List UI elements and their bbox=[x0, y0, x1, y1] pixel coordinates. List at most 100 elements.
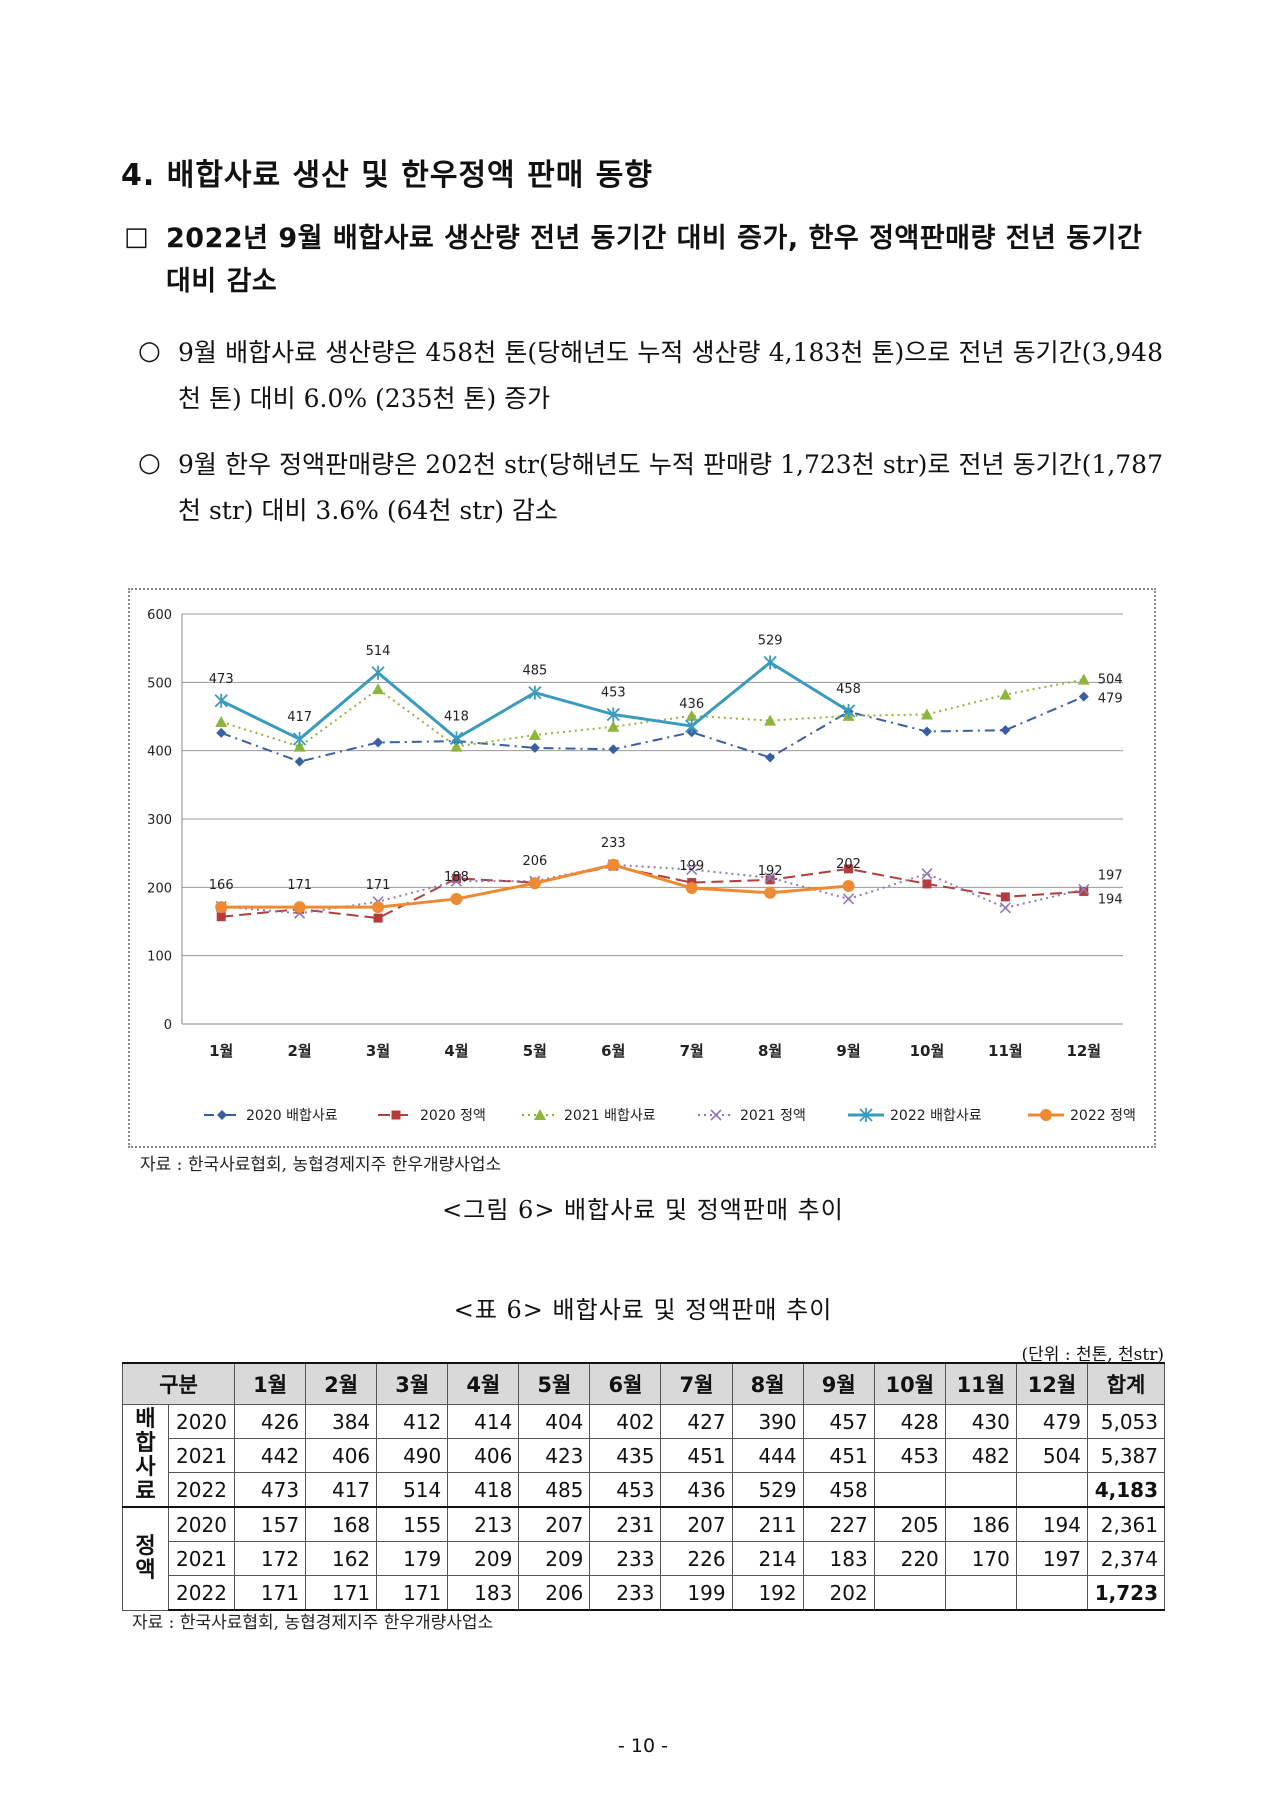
value-cell: 179 bbox=[376, 1541, 449, 1576]
value-cell: 490 bbox=[376, 1438, 449, 1473]
x-tick-label: 11월 bbox=[988, 1042, 1023, 1060]
value-cell: 199 bbox=[660, 1575, 733, 1611]
value-cell: 404 bbox=[518, 1404, 591, 1439]
x-tick-label: 3월 bbox=[366, 1042, 390, 1060]
value-cell: 504 bbox=[1015, 1438, 1089, 1473]
value-cell: 390 bbox=[731, 1404, 804, 1439]
value-cell: 183 bbox=[447, 1575, 520, 1611]
bullet-text-1: 9월 배합사료 생산량은 458천 톤(당해년도 누적 생산량 4,183천 톤… bbox=[178, 338, 1163, 413]
value-cell: 183 bbox=[802, 1541, 875, 1576]
page-number: - 10 - bbox=[618, 1735, 668, 1757]
data-label: 479 bbox=[1098, 692, 1123, 707]
data-point bbox=[528, 877, 541, 890]
data-point bbox=[450, 875, 463, 887]
total-cell: 2,374 bbox=[1087, 1541, 1165, 1576]
value-cell: 186 bbox=[944, 1506, 1017, 1542]
legend-entry: 2020 배합사료 bbox=[246, 1108, 338, 1124]
data-label: 233 bbox=[601, 836, 626, 851]
value-cell: 529 bbox=[731, 1472, 804, 1508]
line-chart: 0 100 200 300 400 500 600 1월 2월 3월 4월 5월 6월 7월 8월 9월 10월… bbox=[147, 608, 1136, 1124]
value-cell: 209 bbox=[518, 1541, 591, 1576]
data-label: 514 bbox=[366, 644, 391, 659]
value-cell: 171 bbox=[234, 1575, 307, 1611]
value-cell: 427 bbox=[660, 1404, 733, 1439]
data-point bbox=[372, 901, 385, 914]
value-cell: 458 bbox=[802, 1472, 875, 1508]
data-label: 188 bbox=[444, 870, 469, 885]
y-tick-label: 0 bbox=[164, 1018, 172, 1033]
value-cell: 213 bbox=[447, 1506, 520, 1542]
value-cell: 402 bbox=[589, 1404, 662, 1439]
x-tick-label: 5월 bbox=[523, 1042, 547, 1060]
value-cell bbox=[944, 1472, 1017, 1508]
data-label: 206 bbox=[522, 854, 547, 869]
table-row: 2021 172 162 179 209 209 233 226 214 183 220 170 197… bbox=[123, 1541, 1165, 1576]
data-point bbox=[922, 879, 932, 889]
total-cell: 1,723 bbox=[1087, 1575, 1165, 1611]
header-cell: 9월 bbox=[802, 1362, 875, 1405]
series-line bbox=[221, 863, 1085, 915]
table-header-row: 구분 1월 2월 3월 4월 5월 6월 7월 8월 9월 10월 11월 12월 합계 bbox=[121, 1362, 1165, 1405]
legend-marker bbox=[859, 1108, 873, 1122]
section-heading: 4. 배합사료 생산 및 한우정액 판매 동향 bbox=[121, 158, 653, 193]
x-tick-label: 4월 bbox=[444, 1042, 468, 1060]
header-cell: 11월 bbox=[944, 1362, 1017, 1405]
data-point bbox=[215, 901, 228, 914]
data-point bbox=[529, 742, 540, 753]
value-cell: 482 bbox=[944, 1438, 1017, 1473]
x-tick-label: 12월 bbox=[1066, 1042, 1101, 1060]
data-label: 529 bbox=[758, 634, 783, 649]
table-caption: <표 6> 배합사료 및 정액판매 추이 bbox=[453, 1296, 833, 1324]
data-point bbox=[1000, 725, 1011, 736]
data-point bbox=[842, 879, 855, 892]
value-cell bbox=[873, 1472, 946, 1508]
y-tick-label: 300 bbox=[147, 813, 172, 828]
year-cell: 2022 bbox=[167, 1575, 236, 1611]
header-cell: 12월 bbox=[1015, 1362, 1089, 1405]
value-cell: 435 bbox=[589, 1438, 662, 1473]
data-point bbox=[292, 732, 307, 747]
year-cell: 2022 bbox=[167, 1472, 236, 1508]
header-cell: 1월 bbox=[234, 1362, 307, 1405]
value-cell bbox=[873, 1575, 946, 1611]
x-tick-label: 7월 bbox=[680, 1042, 704, 1060]
data-point bbox=[449, 731, 464, 746]
data-point bbox=[1077, 673, 1090, 685]
value-cell: 451 bbox=[802, 1438, 875, 1473]
value-cell: 155 bbox=[376, 1506, 449, 1542]
value-cell: 171 bbox=[376, 1575, 449, 1611]
header-cell: 3월 bbox=[376, 1362, 449, 1405]
data-point bbox=[686, 864, 698, 876]
value-cell: 211 bbox=[731, 1506, 804, 1542]
total-cell: 5,387 bbox=[1087, 1438, 1165, 1473]
data-point bbox=[293, 901, 306, 914]
data-label: 197 bbox=[1098, 868, 1123, 883]
value-cell: 207 bbox=[660, 1506, 733, 1542]
legend-entry: 2020 정액 bbox=[420, 1108, 486, 1124]
x-tick-label: 2월 bbox=[288, 1042, 312, 1060]
value-cell: 233 bbox=[589, 1541, 662, 1576]
y-tick-label: 100 bbox=[147, 950, 172, 965]
value-cell: 473 bbox=[234, 1472, 307, 1508]
value-cell: 207 bbox=[518, 1506, 591, 1542]
data-point bbox=[371, 665, 385, 680]
year-cell: 2021 bbox=[167, 1438, 236, 1473]
summary-text: 2022년 9월 배합사료 생산량 전년 동기간 대비 증가, 한우 정액판매량… bbox=[166, 223, 1143, 297]
value-cell: 436 bbox=[660, 1472, 733, 1508]
data-point bbox=[607, 720, 620, 732]
x-tick-label: 8월 bbox=[758, 1042, 782, 1060]
data-point bbox=[450, 740, 463, 752]
legend-entry: 2021 정액 bbox=[740, 1108, 806, 1124]
value-cell: 479 bbox=[1015, 1404, 1089, 1439]
value-cell: 384 bbox=[305, 1404, 378, 1439]
x-tick-label: 6월 bbox=[601, 1042, 625, 1060]
data-point bbox=[763, 655, 777, 670]
year-cell: 2020 bbox=[167, 1404, 236, 1439]
data-point bbox=[1078, 883, 1090, 895]
value-cell: 168 bbox=[305, 1506, 378, 1542]
value-cell: 426 bbox=[234, 1404, 307, 1439]
data-point bbox=[685, 882, 698, 895]
data-point bbox=[216, 912, 226, 922]
data-label: 194 bbox=[1098, 892, 1123, 907]
data-label: 202 bbox=[836, 857, 861, 872]
